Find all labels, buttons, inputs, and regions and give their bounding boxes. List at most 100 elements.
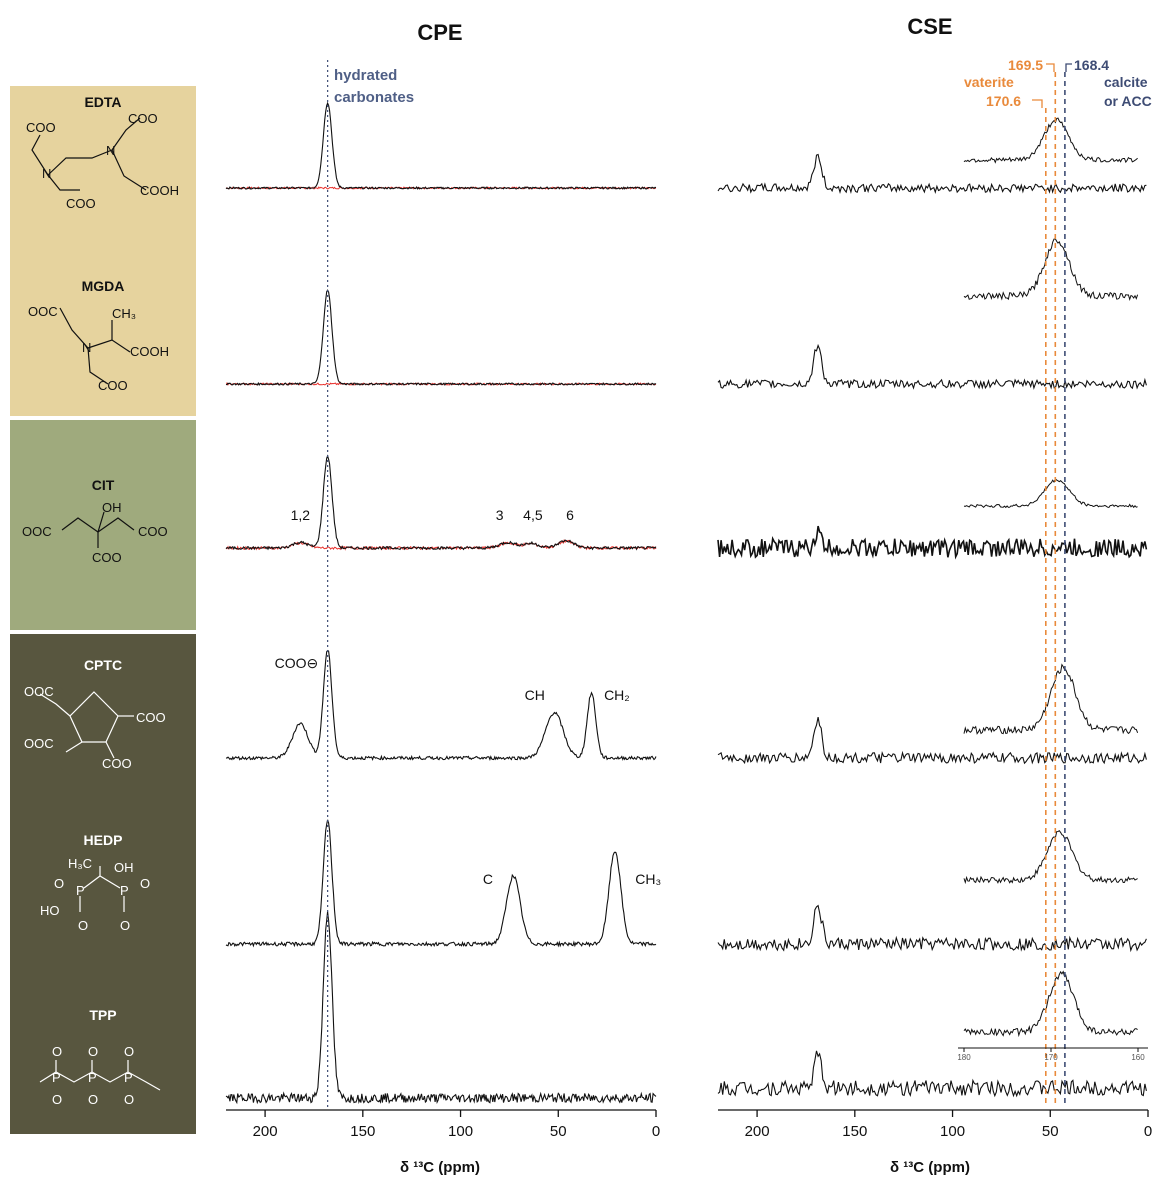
cptc-ooc-2: OOC bbox=[24, 736, 54, 751]
cpe-trace-cptc: COO⊖ CH CH₂ bbox=[225, 649, 657, 762]
edta-n-1: N bbox=[42, 166, 51, 181]
cptc-coo-1: COO bbox=[136, 710, 166, 725]
cse-line-cit bbox=[717, 525, 1148, 560]
edta-coo-2: COO bbox=[128, 111, 158, 126]
edta-coo-3: COO bbox=[66, 196, 96, 211]
cit-ooc: OOC bbox=[22, 524, 52, 539]
hedp-ho: HO bbox=[40, 903, 60, 918]
mgda-ch3: CH₃ bbox=[112, 306, 136, 321]
cpe-line-black-edta bbox=[225, 101, 657, 190]
hedp-o-4: O bbox=[120, 918, 130, 933]
bracket-169-5 bbox=[1046, 63, 1055, 72]
cpe-peak-label-cit-3: 6 bbox=[566, 507, 574, 523]
bracket-168-4 bbox=[1065, 63, 1072, 72]
cse-inset-tick-label-160: 160 bbox=[1131, 1053, 1145, 1062]
cpe-trace-hedp: C CH₃ bbox=[225, 819, 661, 948]
cpe-xlabel: δ ¹³C (ppm) bbox=[400, 1159, 480, 1176]
hedp-oh: OH bbox=[114, 860, 134, 875]
tpp-p-3: P bbox=[124, 1070, 133, 1085]
cse-ref-label-170-6: 170.6 bbox=[986, 93, 1021, 109]
cse-phase-calcite: calcite bbox=[1104, 74, 1148, 90]
compound-name-tpp: TPP bbox=[89, 1007, 116, 1023]
cit-coo-1: COO bbox=[138, 524, 168, 539]
cse-inset-edta bbox=[963, 117, 1138, 164]
bracket-170-6 bbox=[1032, 99, 1043, 108]
cse-line-mgda bbox=[717, 343, 1147, 390]
cse-phase-acc: or ACC bbox=[1104, 93, 1152, 109]
compound-name-cit: CIT bbox=[92, 477, 115, 493]
cpe-tick-label-150: 150 bbox=[350, 1123, 375, 1140]
tpp-o-bot-3: O bbox=[124, 1092, 134, 1107]
structure-edta bbox=[31, 117, 147, 191]
cse-line-hedp bbox=[717, 904, 1147, 953]
cse-tick-label-50: 50 bbox=[1042, 1123, 1059, 1140]
cpe-title: CPE bbox=[417, 20, 462, 45]
panel-bg-cit bbox=[10, 420, 196, 630]
structure-hedp bbox=[79, 866, 125, 912]
hedp-o-3: O bbox=[78, 918, 88, 933]
cse-title: CSE bbox=[907, 14, 952, 39]
cse-trace-hedp bbox=[717, 830, 1147, 953]
cse-trace-cit bbox=[717, 478, 1148, 560]
cse-inset-mgda bbox=[963, 238, 1139, 301]
structure-tpp bbox=[39, 1060, 161, 1091]
cpe-line-black-cptc bbox=[225, 649, 657, 762]
cse-line-cptc bbox=[717, 716, 1147, 765]
edta-n-2: N bbox=[106, 143, 115, 158]
cpe-peak-label-cptc-2: CH₂ bbox=[604, 687, 630, 703]
structure-mgda bbox=[59, 307, 131, 385]
cse-trace-mgda bbox=[717, 238, 1147, 390]
hedp-o-1: O bbox=[54, 876, 64, 891]
cse-inset-cptc bbox=[963, 663, 1139, 735]
cse-inset-tick-label-180: 180 bbox=[957, 1053, 971, 1062]
structure-cit-labels: OOC OH COO COO bbox=[22, 500, 168, 565]
mgda-cooh: COOH bbox=[130, 344, 169, 359]
compound-name-cptc: CPTC bbox=[84, 657, 122, 673]
cse-xlabel: δ ¹³C (ppm) bbox=[890, 1159, 970, 1176]
panel-bg-cptc-hedp-tpp bbox=[10, 634, 196, 1134]
cse-trace-tpp bbox=[717, 970, 1147, 1098]
mgda-ooc: OOC bbox=[28, 304, 58, 319]
cpe-trace-tpp bbox=[225, 911, 657, 1105]
cit-oh: OH bbox=[102, 500, 122, 515]
structure-edta-labels: COO N N COO COO COOH bbox=[26, 111, 179, 211]
cse-inset-cit bbox=[963, 478, 1138, 509]
hedp-p-2: P bbox=[120, 883, 129, 898]
structure-tpp-labels: O O O P P P O O O bbox=[52, 1044, 134, 1107]
cpe-peak-label-cit-2: 4,5 bbox=[523, 507, 543, 523]
cse-ref-label-168-4: 168.4 bbox=[1074, 57, 1109, 73]
cpe-peak-label-cptc-1: CH bbox=[525, 687, 545, 703]
tpp-o-top-2: O bbox=[88, 1044, 98, 1059]
tpp-o-top-1: O bbox=[52, 1044, 62, 1059]
cpe-plot: 1,2 3 4,5 6 COO⊖ CH CH₂ C CH₃ 200 150 100 50 0 bbox=[225, 60, 661, 1140]
cit-coo-2: COO bbox=[92, 550, 122, 565]
edta-cooh: COOH bbox=[140, 183, 179, 198]
cse-label-brackets bbox=[1032, 63, 1072, 108]
cse-inset-hedp bbox=[963, 830, 1138, 885]
cse-trace-edta bbox=[717, 117, 1147, 195]
compound-name-mgda: MGDA bbox=[82, 278, 125, 294]
cse-line-edta bbox=[717, 153, 1147, 195]
cpe-peak-label-cptc-0: COO⊖ bbox=[275, 655, 319, 671]
cpe-tick-label-100: 100 bbox=[448, 1123, 473, 1140]
structure-cit bbox=[61, 511, 135, 548]
cpe-line-black-hedp bbox=[225, 819, 657, 948]
cse-line-tpp bbox=[717, 1050, 1147, 1098]
structure-cptc bbox=[39, 691, 134, 759]
cpe-tick-label-50: 50 bbox=[550, 1123, 567, 1140]
cpe-trace-edta bbox=[225, 101, 657, 190]
cptc-ooc-1: OOC bbox=[24, 684, 54, 699]
cpe-line-black-cit bbox=[225, 454, 657, 551]
structure-mgda-labels: OOC CH₃ N COOH COO bbox=[28, 304, 169, 393]
cpe-tick-label-0: 0 bbox=[652, 1123, 660, 1140]
cpe-ref-label-line-1: hydrated bbox=[334, 67, 397, 84]
cpe-peak-label-cit-0: 1,2 bbox=[291, 507, 311, 523]
panel-bg-edta-mgda bbox=[10, 86, 196, 416]
cse-ref-label-169-5: 169.5 bbox=[1008, 57, 1043, 73]
mgda-n: N bbox=[82, 340, 91, 355]
edta-coo-1: COO bbox=[26, 120, 56, 135]
cse-tick-label-0: 0 bbox=[1144, 1123, 1152, 1140]
tpp-o-bot-2: O bbox=[88, 1092, 98, 1107]
cpe-trace-mgda bbox=[225, 289, 657, 386]
